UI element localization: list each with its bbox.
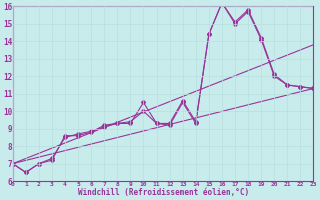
X-axis label: Windchill (Refroidissement éolien,°C): Windchill (Refroidissement éolien,°C) [77,188,249,197]
